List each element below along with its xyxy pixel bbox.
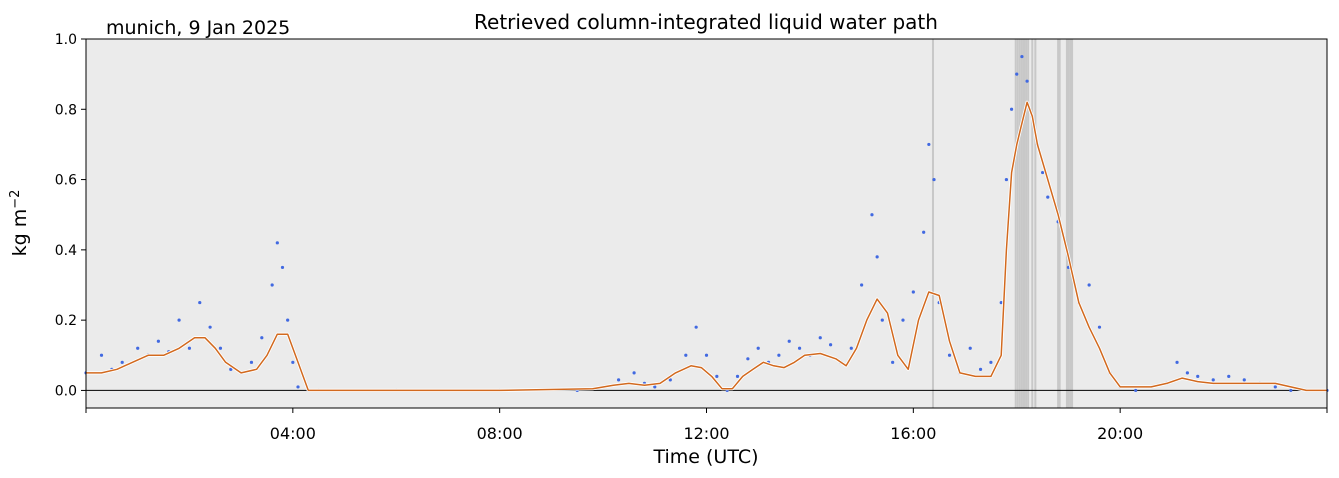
data-point [694,325,698,329]
data-point [947,353,952,357]
data-point [932,177,936,182]
data-point [280,265,285,270]
data-point [746,357,750,361]
data-point [1046,195,1050,199]
data-point [1097,325,1102,329]
smooth-line [86,101,1327,392]
data-point [632,371,636,375]
data-point [989,360,993,364]
data-point [1211,378,1215,382]
data-point [1087,283,1091,287]
data-point [978,367,983,371]
data-point [870,213,874,217]
data-point [818,336,822,340]
data-point [1004,177,1009,182]
y-tick-label: 0.4 [55,243,77,259]
data-point [927,142,931,147]
data-point [999,300,1003,305]
y-tick-label: 1.0 [55,32,77,48]
y-axis-label: kg m−2 [8,190,31,257]
data-point [668,378,672,382]
data-point [187,346,192,350]
data-point [968,346,972,350]
plot-area [86,39,1327,408]
data-point [1185,371,1189,375]
data-point [286,318,290,322]
data-point [829,343,833,347]
data-point [891,360,895,364]
data-point [1196,374,1200,378]
data-point [218,346,223,350]
y-tick-label: 0.0 [55,383,77,399]
data-point [797,346,802,350]
data-point [1289,388,1293,393]
data-point [684,353,688,357]
data-point [260,336,264,340]
data-point [875,255,879,259]
data-point [735,374,740,378]
data-point [901,318,905,322]
data-point [1025,79,1029,83]
x-tick-label: 12:00 [683,424,729,443]
data-point [208,325,212,329]
data-point [1015,72,1019,76]
data-point [275,241,279,245]
x-tick-label: 16:00 [890,424,936,443]
data-point [198,300,202,305]
y-tick-label: 0.6 [55,173,77,189]
data-point [229,367,233,371]
x-axis-label: Time (UTC) [652,446,758,468]
data-point [291,360,295,364]
data-point [1273,385,1277,389]
data-point [1242,378,1246,382]
data-point [653,385,657,389]
data-point [1009,107,1014,111]
data-point [704,353,709,357]
location-date-label: munich, 9 Jan 2025 [106,17,290,39]
data-point [756,346,760,350]
data-point [922,230,926,234]
data-point [787,339,791,343]
data-point [270,283,274,287]
data-point [715,374,719,378]
data-point [616,378,621,382]
data-point [1020,54,1024,59]
x-tick-label: 20:00 [1097,424,1143,443]
data-point [120,360,124,364]
data-point [1134,388,1138,393]
data-point [249,360,254,364]
x-tick-label: 08:00 [477,424,523,443]
data-point [1227,374,1231,378]
data-point [1175,360,1179,364]
data-point [849,346,853,350]
data-point [860,283,864,287]
data-point [880,318,884,322]
x-tick-label: 04:00 [270,424,316,443]
data-point [1041,170,1045,175]
data-point [911,290,915,294]
data-point [177,318,181,322]
data-point [136,346,140,350]
data-point [99,353,104,357]
chart-title: Retrieved column-integrated liquid water… [474,10,938,34]
y-tick-label: 0.8 [55,102,77,118]
data-point [156,339,160,343]
y-tick-label: 0.2 [55,313,77,329]
data-point [777,353,781,357]
data-point [296,385,300,389]
